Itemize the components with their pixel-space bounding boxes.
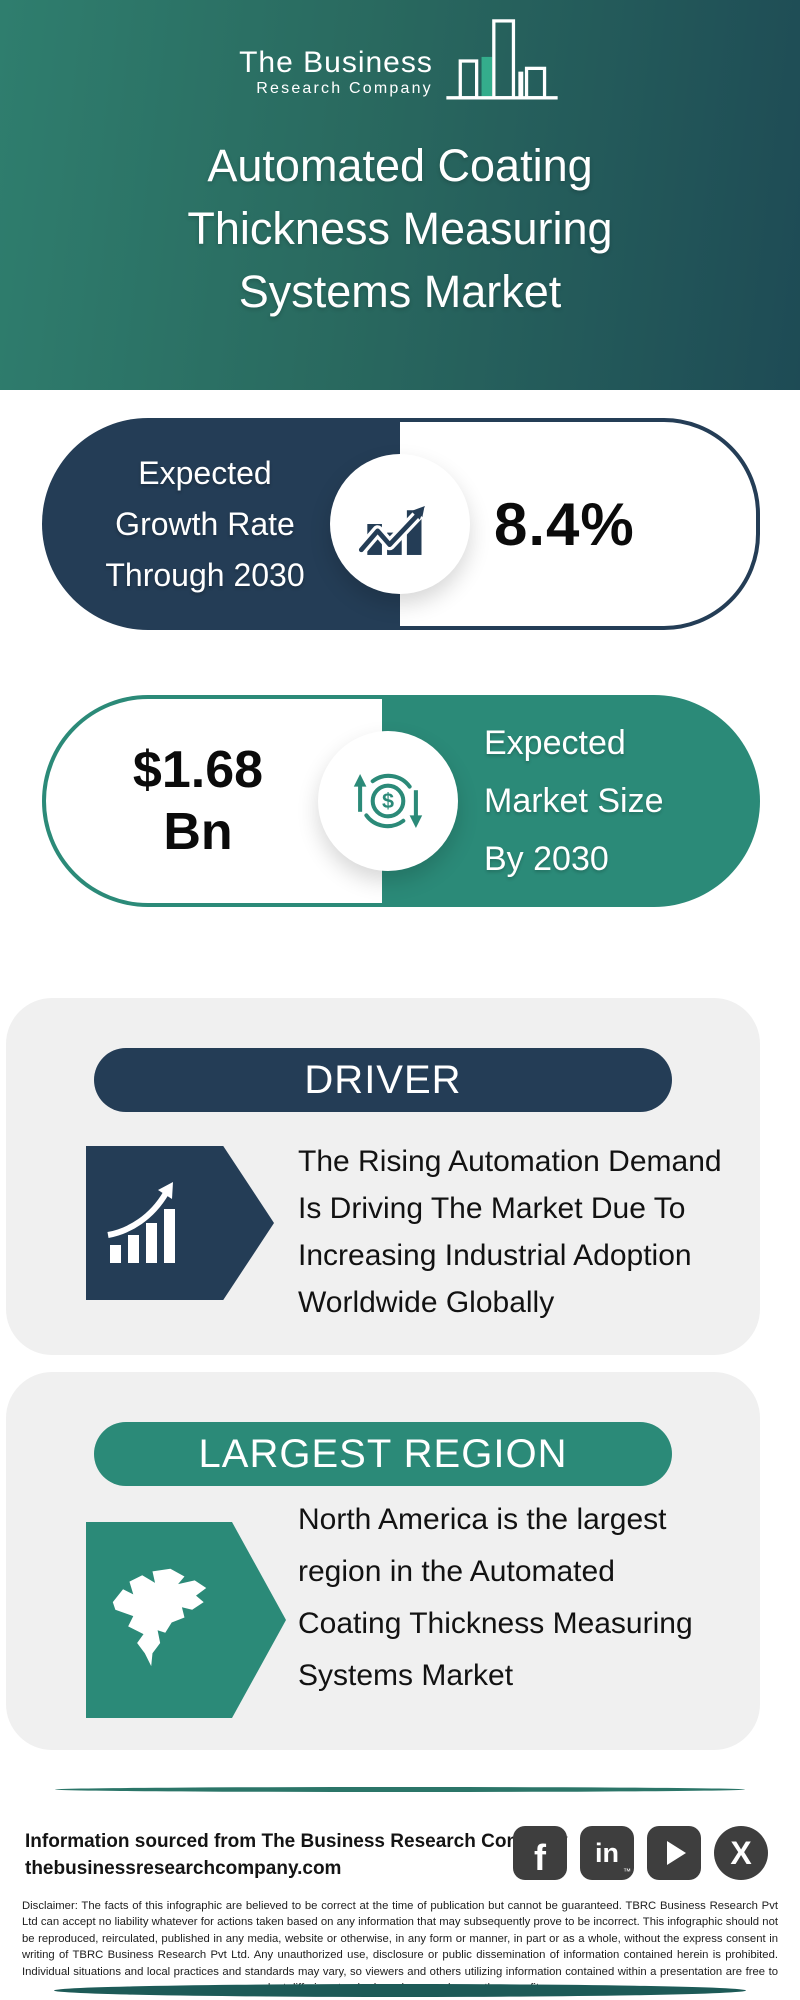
stat-market-size: $1.68 Bn Expected Market Size By 2030 $: [42, 695, 760, 907]
north-america-map-icon: [86, 1522, 286, 1718]
header-banner: The Business Research Company Automated …: [0, 0, 800, 390]
largest-region-card: LARGEST REGION North America is the larg…: [6, 1372, 760, 1750]
bar-chart-rise-icon: [86, 1146, 274, 1300]
growth-rate-value: 8.4%: [494, 490, 635, 558]
driver-header-pill: DRIVER: [94, 1048, 672, 1112]
logo-bar-chart-icon: [446, 19, 558, 100]
stat-market-size-label-panel: Expected Market Size By 2030: [382, 695, 760, 907]
disclaimer-text: Disclaimer: The facts of this infographi…: [22, 1900, 778, 1994]
region-header-label: LARGEST REGION: [198, 1431, 568, 1476]
facebook-glyph: f: [534, 1837, 546, 1878]
x-glyph: X: [730, 1834, 752, 1871]
facebook-icon[interactable]: f: [513, 1826, 567, 1880]
driver-text: The Rising Automation Demand Is Driving …: [298, 1145, 722, 1319]
social-links: f in ™ X: [513, 1826, 768, 1880]
market-size-value: $1.68 Bn: [132, 741, 264, 861]
footer-source-line: Information sourced from The Business Re…: [25, 1831, 568, 1852]
linkedin-tm: ™: [623, 1867, 631, 1876]
money-exchange-icon: $: [318, 731, 458, 871]
growth-chart-icon: [330, 454, 470, 594]
driver-card: DRIVER The Rising Automation Demand Is D…: [6, 998, 760, 1355]
region-text: North America is the largest region in t…: [298, 1503, 693, 1692]
page-title: Automated Coating Thickness Measuring Sy…: [187, 140, 613, 317]
youtube-icon[interactable]: [647, 1826, 701, 1880]
bottom-accent-bar: [54, 1984, 746, 1997]
footer-website-url[interactable]: thebusinessresearchcompany.com: [25, 1858, 342, 1879]
svg-text:$: $: [382, 788, 394, 813]
stat-growth-rate: 8.4% Expected Growth Rate Through 2030: [42, 418, 760, 630]
linkedin-icon[interactable]: in ™: [580, 1826, 634, 1880]
company-logo-text: The Business Research Company: [239, 47, 433, 106]
footer-divider: [55, 1787, 745, 1792]
region-header-pill: LARGEST REGION: [94, 1422, 672, 1486]
footer-source: Information sourced from The Business Re…: [25, 1828, 568, 1882]
growth-rate-label: Expected Growth Rate Through 2030: [105, 454, 305, 593]
x-twitter-icon[interactable]: X: [714, 1826, 768, 1880]
company-logo: The Business Research Company: [0, 16, 800, 106]
linkedin-glyph: in: [595, 1837, 619, 1868]
driver-header-label: DRIVER: [304, 1057, 462, 1102]
logo-name-line1: The Business: [239, 46, 433, 79]
stat-market-size-value-panel: $1.68 Bn: [42, 695, 388, 907]
youtube-play-glyph: [667, 1841, 686, 1865]
logo-name-line2: Research Company: [256, 80, 433, 97]
stat-growth-rate-label-panel: Expected Growth Rate Through 2030: [42, 418, 400, 630]
market-size-label: Expected Market Size By 2030: [484, 724, 664, 878]
